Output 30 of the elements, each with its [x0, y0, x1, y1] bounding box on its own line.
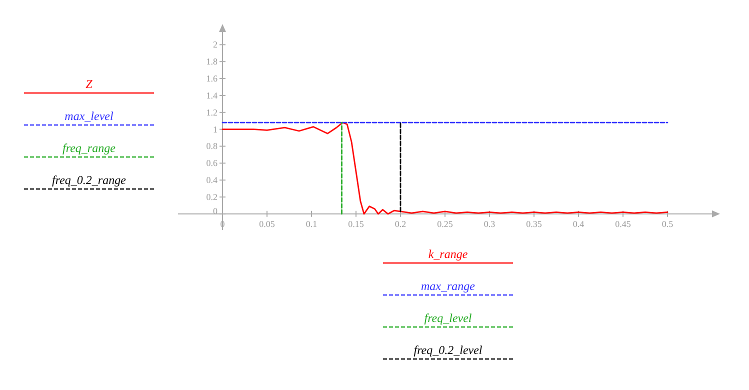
x-tick-label: 0.2: [394, 218, 406, 229]
y-tick-label: 1.2: [206, 107, 218, 118]
x-tick-label: 0.35: [526, 218, 542, 229]
y-tick-label: 0.8: [206, 141, 218, 152]
text: freq_range: [62, 141, 116, 155]
y-tick-label: 2: [213, 40, 218, 50]
text: max_level: [64, 109, 114, 123]
text: freq_0.2_range: [52, 173, 127, 187]
x-tick-label: 0.4: [572, 218, 585, 229]
x-tick-label: 0.05: [259, 218, 276, 229]
text: freq_0.2_level: [414, 343, 483, 357]
text: Z: [86, 77, 93, 91]
text: freq_level: [424, 311, 472, 325]
y-tick-label: 1.4: [206, 90, 218, 100]
y-tick-label: 0.6: [206, 158, 218, 168]
y-tick-label: 1.8: [206, 56, 218, 67]
x-tick-label: 0.5: [662, 218, 674, 229]
x-tick-label: 0.25: [437, 218, 454, 229]
x-tick-label: 0.15: [348, 218, 364, 229]
line-series: [222, 122, 668, 215]
y-tick-label: 0.4: [206, 175, 218, 186]
x-tick-label: 0.45: [615, 218, 632, 229]
text: k_range: [428, 247, 468, 261]
y-tick-label: 0.2: [206, 192, 218, 202]
x-tick-label: 0.3: [484, 218, 496, 229]
text: max_range: [421, 279, 476, 293]
y-tick-label: 1.6: [206, 74, 218, 84]
y-tick-label: 1: [213, 124, 218, 134]
y-tick-label: 0: [213, 206, 218, 216]
x-tick-label: 0.1: [306, 218, 318, 229]
